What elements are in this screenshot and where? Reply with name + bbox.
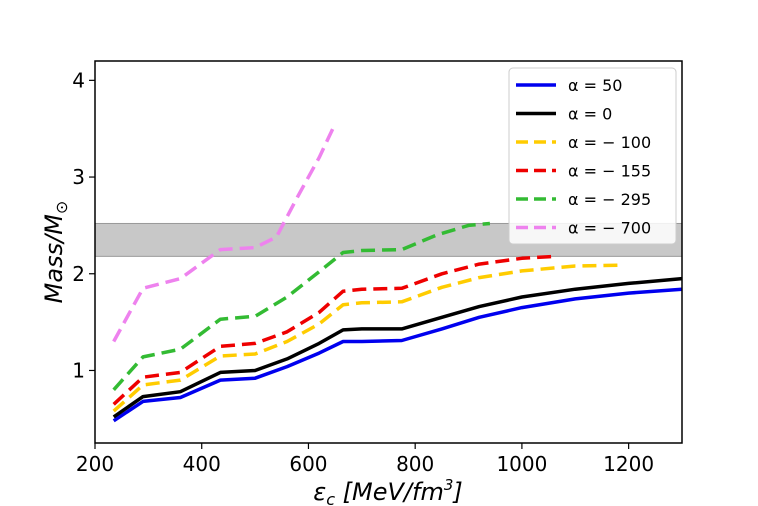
x-tick-label: 400 xyxy=(183,452,221,476)
legend-label-5: α = − 700 xyxy=(568,219,651,238)
y-tick-label: 1 xyxy=(72,358,85,382)
series-line-3 xyxy=(112,254,555,406)
x-tick-label: 1200 xyxy=(603,452,654,476)
series-line-2 xyxy=(112,263,624,413)
series-line-0 xyxy=(112,287,683,423)
series-line-1 xyxy=(112,276,683,419)
x-tick-label: 600 xyxy=(289,452,327,476)
legend: α = 50 α = 0 α = − 100 α = − 155 α = − 295 α … xyxy=(508,67,677,245)
legend-label-1: α = 0 xyxy=(568,105,612,124)
x-axis-label: εc [MeV/fm3] xyxy=(313,476,463,506)
plot-frame xyxy=(94,60,683,444)
y-tick-label: 4 xyxy=(72,68,85,92)
x-tick-label: 200 xyxy=(76,452,114,476)
x-tick-label: 1000 xyxy=(496,452,547,476)
series-line-5 xyxy=(112,123,337,343)
series-layer xyxy=(112,123,683,423)
x-ticks: 200 400 600 800 1000 1200 xyxy=(76,443,654,476)
y-ticks: 1 2 3 4 xyxy=(72,68,95,382)
y-tick-label: 3 xyxy=(72,165,85,189)
legend-label-3: α = − 155 xyxy=(568,162,651,181)
legend-label-4: α = − 295 xyxy=(568,190,651,209)
y-tick-label: 2 xyxy=(72,262,85,286)
legend-label-2: α = − 100 xyxy=(568,133,651,152)
y-axis-label: Mass/M⊙ xyxy=(40,201,71,304)
legend-label-0: α = 50 xyxy=(568,76,622,95)
x-tick-label: 800 xyxy=(396,452,434,476)
